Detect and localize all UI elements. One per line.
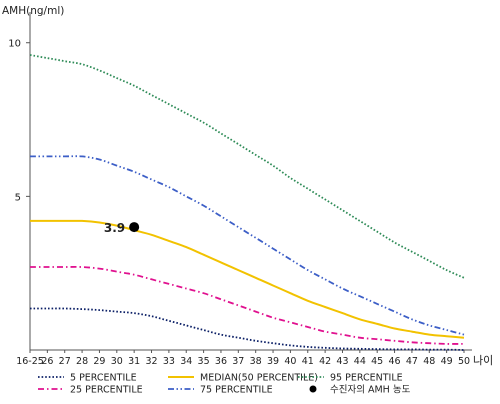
- marks: 3.9: [104, 221, 140, 235]
- x-tick-label: 42: [319, 356, 331, 367]
- series-line-5-percentile: [30, 307, 465, 351]
- x-tick-label: 32: [145, 356, 157, 367]
- patient-amh-point: [129, 222, 140, 233]
- legend-label: 75 PERCENTILE: [200, 385, 273, 396]
- y-tick-label: 5: [15, 192, 21, 203]
- series-line-25-percentile: [29, 266, 465, 345]
- y-tick-label: 10: [8, 39, 21, 50]
- y-axis-label: AMH(ng/ml): [2, 5, 64, 17]
- x-tick-label: 35: [198, 356, 210, 367]
- x-tick-label: 36: [215, 356, 227, 367]
- x-tick-label: 46: [389, 356, 401, 367]
- x-tick-label: 33: [163, 356, 175, 367]
- legend-label: 수진자의 AMH 농도: [330, 385, 411, 396]
- legend-marker: [309, 385, 317, 393]
- x-tick-label: 34: [180, 356, 192, 367]
- legend-label: 5 PERCENTILE: [70, 373, 137, 384]
- x-tick-label: 41: [302, 356, 314, 367]
- x-tick-label: 44: [354, 356, 366, 367]
- x-axis-label: 나이: [473, 354, 493, 367]
- x-tick-label: 47: [406, 356, 418, 367]
- legend-label: 25 PERCENTILE: [70, 385, 143, 396]
- x-tick-label: 29: [93, 356, 105, 367]
- x-tick-label: 28: [76, 356, 88, 367]
- x-tick-label: 48: [423, 356, 435, 367]
- x-tick-label: 49: [441, 356, 453, 367]
- x-tick-label: 30: [111, 356, 123, 367]
- x-tick-label: 43: [336, 356, 348, 367]
- x-tick-label: 31: [128, 356, 140, 367]
- x-tick-label: 38: [250, 356, 262, 367]
- x-tick-label: 45: [371, 356, 383, 367]
- series-line-95-percentile: [29, 54, 465, 279]
- x-tick-label: 26: [41, 356, 53, 367]
- x-tick-label: 16-25: [16, 356, 44, 367]
- legend-label: MEDIAN(50 PERCENTILE): [200, 373, 318, 384]
- legend-label: 95 PERCENTILE: [330, 373, 403, 384]
- x-tick-label: 50: [458, 356, 470, 367]
- series-lines: [29, 54, 465, 351]
- patient-amh-label: 3.9: [104, 221, 125, 235]
- series-line-median-50-percentile: [29, 219, 465, 339]
- x-tick-label: 37: [232, 356, 244, 367]
- x-tick-label: 40: [284, 356, 296, 367]
- x-tick-label: 27: [59, 356, 71, 367]
- x-tick-label: 39: [267, 356, 279, 367]
- series-line-75-percentile: [30, 155, 465, 336]
